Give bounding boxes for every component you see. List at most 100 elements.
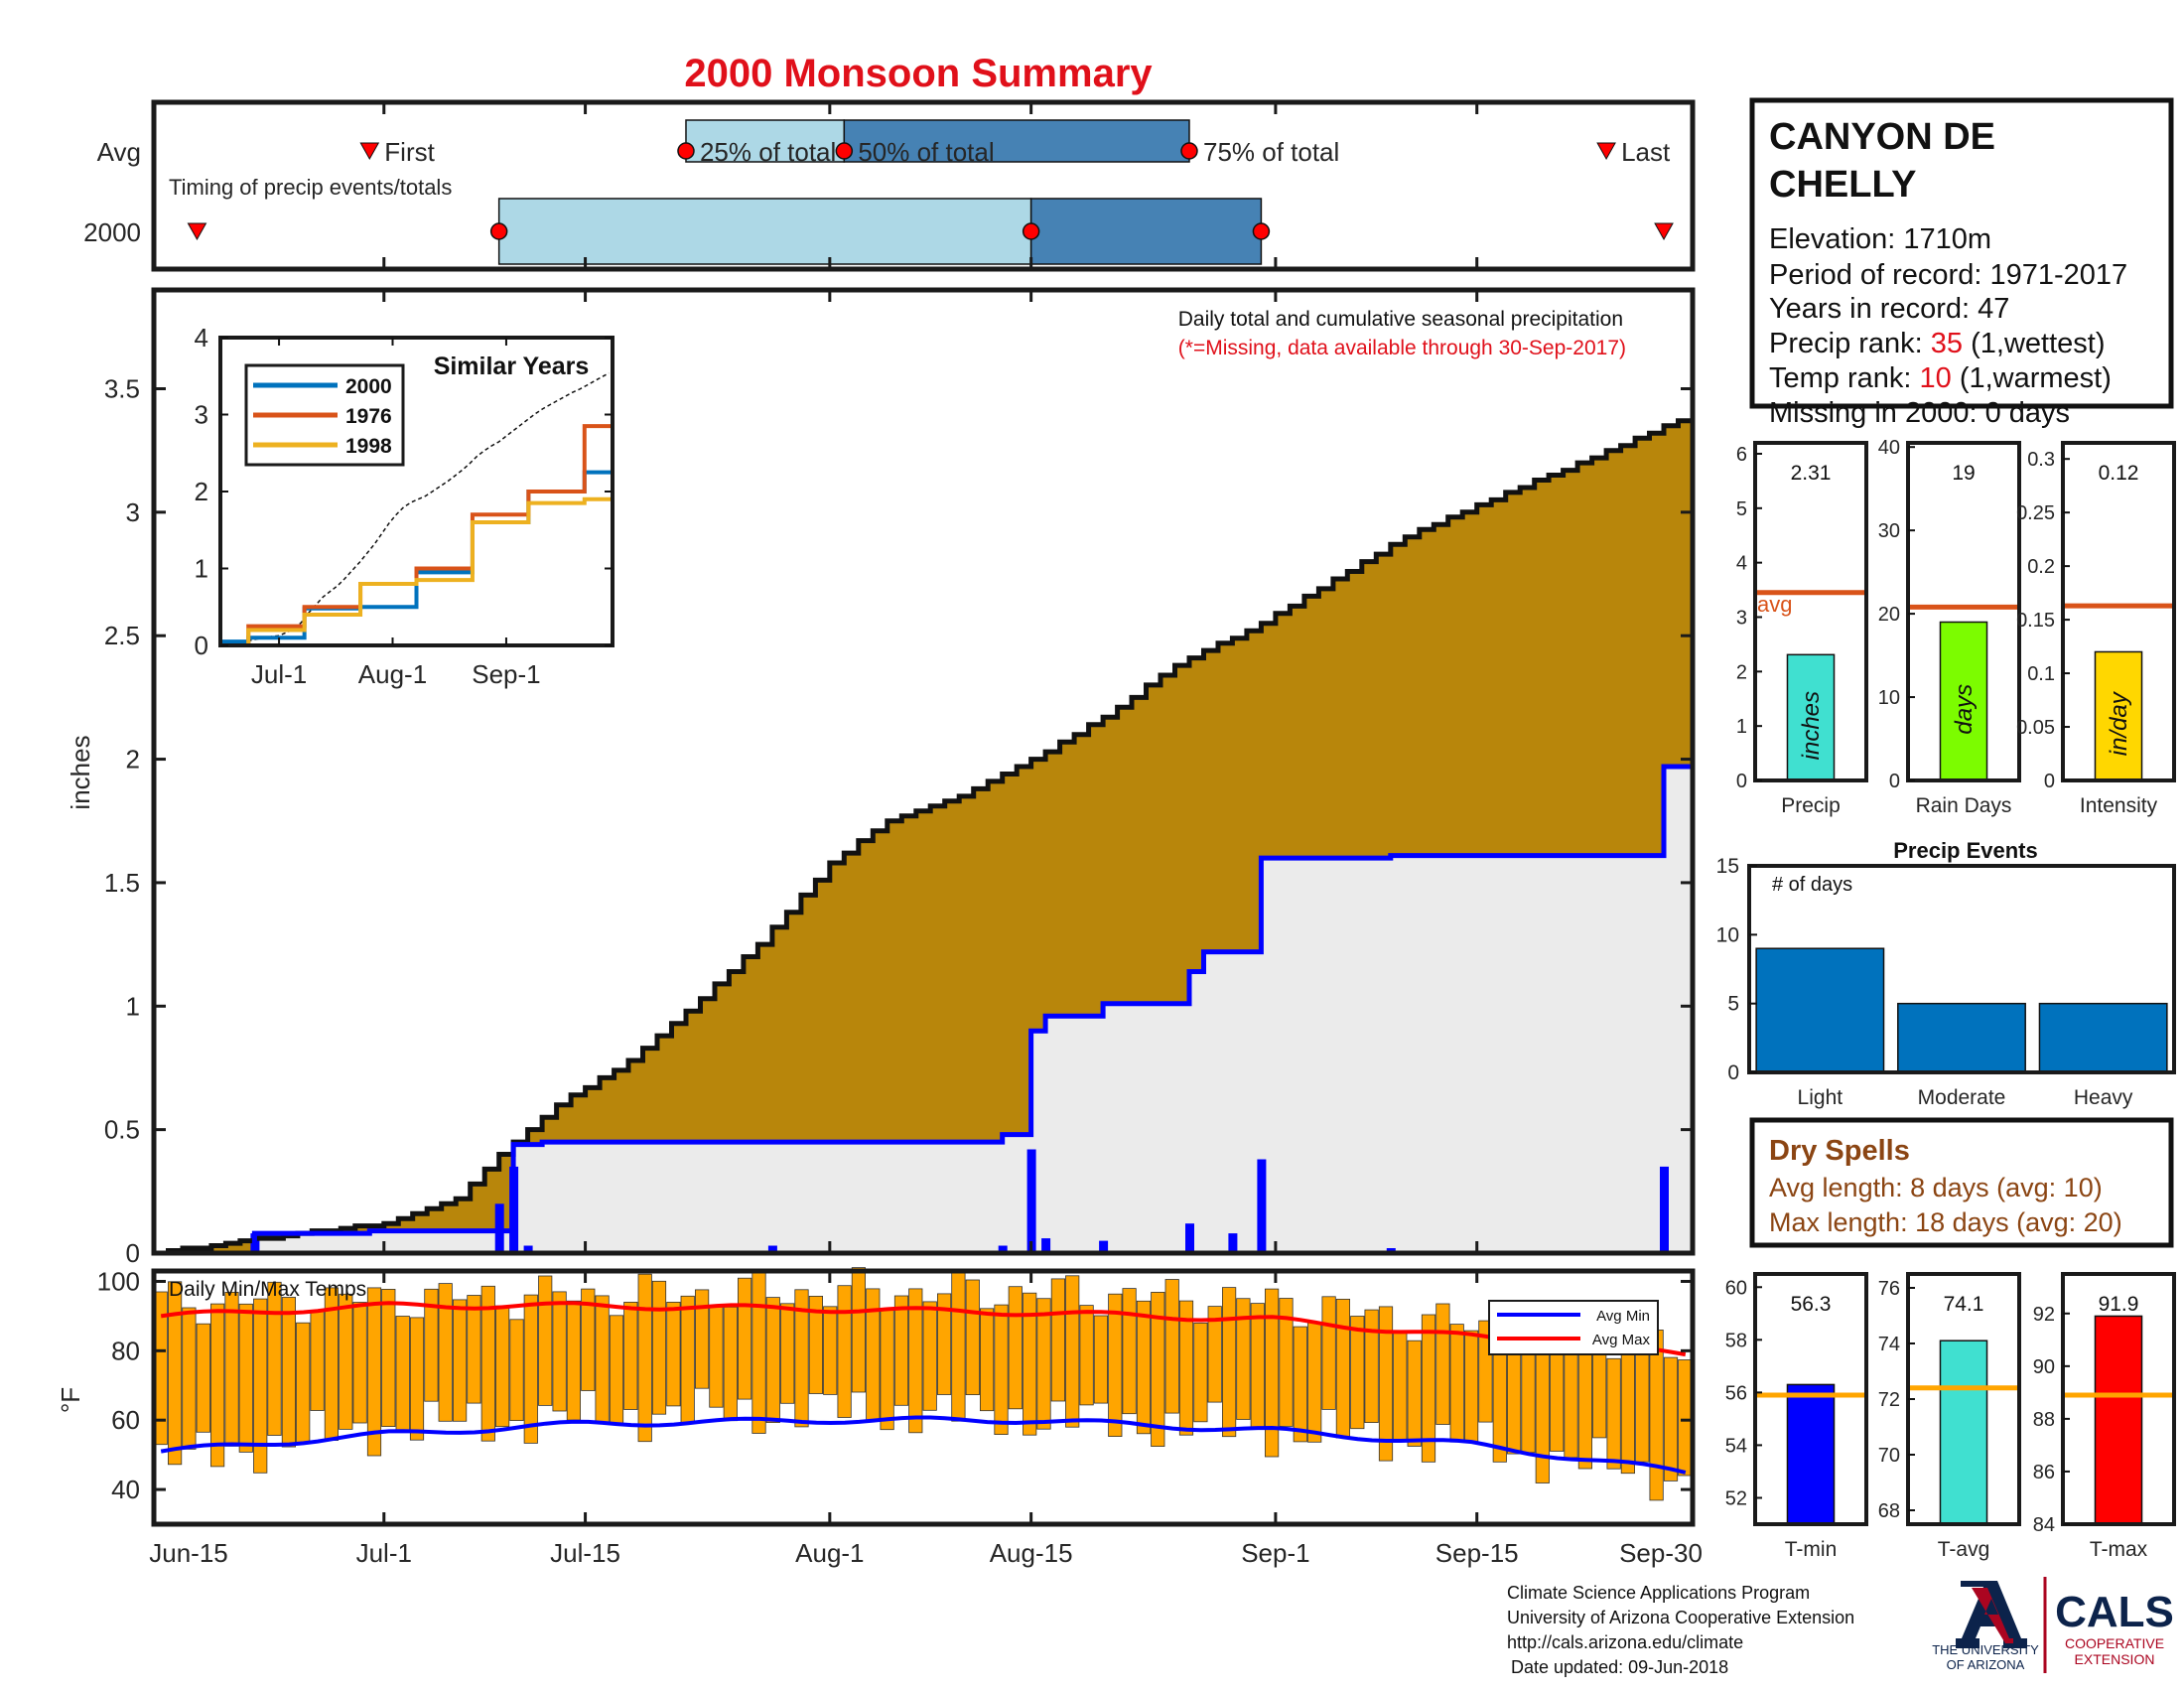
temp-ytick-label: 100 [97, 1266, 140, 1296]
daily-temp-range-bar [1178, 1300, 1194, 1436]
daily-temp-range-bar [1407, 1340, 1422, 1447]
x-axis-tick-label: Aug-15 [990, 1538, 1073, 1568]
ua-logo-text-1: THE UNIVERSITY [1932, 1642, 2039, 1657]
timing-avg-last-marker [1596, 142, 1616, 161]
footer-url: http://cals.arizona.edu/climate [1507, 1632, 1743, 1652]
dry-spells-box: Dry Spells Avg length: 8 days (avg: 10) … [1749, 1117, 2174, 1248]
daily-temp-range-bar [1236, 1298, 1251, 1420]
tempsum-chart-2: 84 86 88 90 92 91.9 T-max [2033, 1272, 2176, 1561]
summary-ytick-label: 0.25 [2016, 502, 2055, 524]
summary-ytick-label: 40 [1878, 437, 1900, 459]
summary-unit-label: in/day [2106, 690, 2132, 756]
timing-avg-first-marker [359, 142, 380, 161]
footer-program: Climate Science Applications Program [1507, 1583, 1810, 1603]
dry-spells-max-length: Max length: 18 days (avg: 20) [1769, 1207, 2122, 1237]
cals-logo-sub2: EXTENSION [2075, 1651, 2155, 1667]
tempsum-ytick-label: 52 [1725, 1487, 1747, 1509]
temperature-chart: 40 60 80 100 Daily Min/Max Temps °F Avg Min… [56, 1266, 1696, 1527]
tempsum-ytick-label: 90 [2033, 1356, 2055, 1378]
precip-events-category-label: Moderate [1918, 1086, 2006, 1109]
daily-temp-range-bar [1378, 1306, 1394, 1462]
daily-temp-range-bar [167, 1281, 183, 1466]
daily-temp-range-bar [1564, 1346, 1578, 1459]
daily-temp-range-bar [1435, 1303, 1450, 1425]
daily-temp-range-bar [339, 1293, 353, 1430]
daily-temp-range-bar [1507, 1351, 1522, 1455]
tempsum-ytick-label: 72 [1878, 1389, 1900, 1411]
daily-temp-range-bar [951, 1269, 966, 1422]
station-temp-rank: Temp rank: 10 (1,warmest) [1769, 362, 2112, 394]
temp-ylabel: °F [56, 1387, 85, 1413]
main-ytick-label: 1.5 [104, 868, 140, 898]
footer: Climate Science Applications Program Uni… [1507, 1577, 2174, 1677]
x-axis-tick-label: Sep-1 [1241, 1538, 1309, 1568]
daily-precip-bar [1185, 1223, 1194, 1253]
timing-caption: Timing of precip events/totals [169, 175, 452, 200]
summary-ytick-label: 3 [1736, 607, 1747, 629]
daily-temp-range-bar [1265, 1288, 1280, 1458]
x-axis-labels: Jun-15 Jul-1 Jul-15 Aug-1 Aug-15 Sep-1 Sep-15 S… [149, 290, 1703, 1568]
tempsum-category-label: T-min [1785, 1538, 1838, 1561]
daily-temp-range-bar [1335, 1299, 1350, 1439]
avg-cumulative-line [154, 413, 1696, 1256]
daily-temp-range-bar [438, 1283, 453, 1422]
precip-events-bar-heavy [2038, 1002, 2168, 1073]
summary-chart-2: 0 0.05 0.1 0.15 0.2 0.25 0.3 0.12 Intensity in/da… [2016, 441, 2176, 817]
inset-average-line [219, 372, 610, 646]
timing-avg-p50-marker [835, 142, 854, 160]
daily-temp-range-bar [623, 1302, 638, 1410]
daily-temp-range-bar [922, 1301, 937, 1411]
timing-first-label: First [384, 137, 435, 167]
daily-temp-range-bar [366, 1287, 382, 1457]
ua-logo-text-2: OF ARIZONA [1947, 1657, 2025, 1672]
daily-temp-range-bar [794, 1289, 809, 1428]
precip-events-ytick-label: 0 [1727, 1061, 1739, 1084]
timing-75pct-label: 75% of total [1203, 137, 1339, 167]
precip-events-bar-light [1755, 947, 1885, 1073]
daily-temp-range-bar [1036, 1298, 1051, 1430]
daily-temp-range-bar [1193, 1323, 1208, 1423]
daily-temp-range-bar [209, 1303, 225, 1468]
summary-ytick-label: 20 [1878, 604, 1900, 626]
daily-precip-bar [767, 1245, 777, 1253]
summary-category-label: Precip [1781, 794, 1841, 817]
daily-temp-range-bar [1464, 1330, 1479, 1443]
daily-temp-range-bar [310, 1311, 325, 1411]
x-axis-tick-label: Jun-15 [149, 1538, 228, 1568]
summary-frame [1906, 441, 2021, 782]
daily-temp-range-bar [1050, 1278, 1065, 1402]
timing-y2000-p75-marker [1252, 222, 1271, 240]
footer-institution: University of Arizona Cooperative Extens… [1507, 1608, 1854, 1627]
daily-temp-range-bar [566, 1300, 582, 1421]
daily-temp-range-bar [1421, 1314, 1436, 1463]
daily-temp-range-bar [1279, 1298, 1294, 1427]
daily-temp-range-bar [1222, 1287, 1237, 1438]
precip-events-ytick-label: 5 [1727, 993, 1739, 1016]
daily-temp-range-bar [1008, 1286, 1023, 1410]
daily-precip-bar [1099, 1240, 1109, 1253]
x-axis-tick-label: Jul-1 [356, 1538, 412, 1568]
daily-temp-range-bar [695, 1289, 710, 1389]
timing-last-label: Last [1621, 137, 1671, 167]
summary-chart-0: 0 1 2 3 4 5 6 2.31 Precip inches avg [1736, 441, 1868, 817]
temp-ytick-label: 60 [111, 1405, 140, 1435]
daily-temp-range-bar [467, 1295, 481, 1404]
daily-temp-range-bar [1393, 1331, 1408, 1440]
temp-ytick-label: 80 [111, 1336, 140, 1365]
inset-xtick-label: Jul-1 [251, 659, 307, 689]
daily-temp-range-bar [751, 1271, 766, 1434]
inset-xtick-label: Sep-1 [472, 659, 540, 689]
daily-precip-bar [998, 1245, 1008, 1253]
tempsum-value-bar [2094, 1315, 2143, 1525]
summary-ytick-label: 0.15 [2016, 610, 2055, 632]
tempsum-ytick-label: 58 [1725, 1330, 1747, 1351]
x-axis-tick-label: Sep-30 [1619, 1538, 1703, 1568]
precip-events-ytick-label: 10 [1716, 923, 1739, 946]
timing-y2000-last-marker [1654, 222, 1674, 241]
dry-spells-title: Dry Spells [1769, 1135, 1910, 1167]
daily-temp-range-bar [609, 1315, 624, 1425]
daily-precip-bar [1257, 1159, 1267, 1253]
tempsum-ytick-label: 88 [2033, 1409, 2055, 1431]
timing-y2000-first-marker [187, 222, 207, 241]
